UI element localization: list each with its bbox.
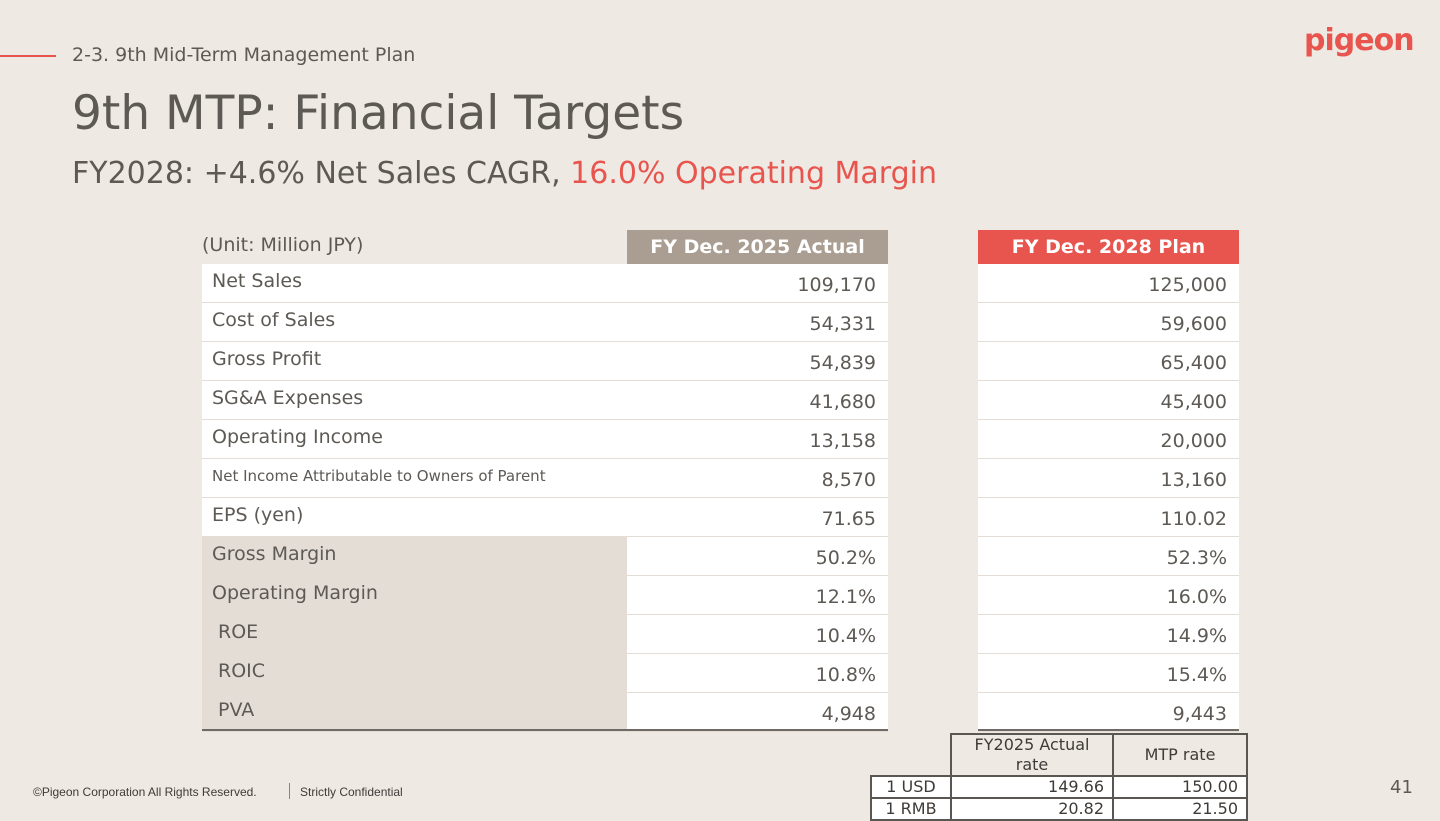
section-accent-line bbox=[0, 55, 56, 57]
row-label: Gross Profit bbox=[202, 342, 627, 381]
plan-column-header: FY Dec. 2028 Plan bbox=[978, 230, 1239, 264]
actual-cell: 4,948 bbox=[627, 693, 888, 732]
row-label: Operating Income bbox=[202, 420, 627, 459]
logo-text: pigeon bbox=[1304, 23, 1414, 58]
subtitle-accent: 16.0% Operating Margin bbox=[570, 156, 937, 191]
row-label: EPS (yen) bbox=[202, 498, 627, 537]
actual-rate: 149.66 bbox=[950, 775, 1114, 799]
row-label: Cost of Sales bbox=[202, 303, 627, 342]
plan-cell: 45,400 bbox=[978, 381, 1239, 420]
exchange-rate-row: 1 USD 149.66 150.00 bbox=[870, 775, 1248, 799]
footer-confidential: Strictly Confidential bbox=[300, 785, 403, 799]
table-bottom-rule-plan bbox=[978, 729, 1239, 731]
actual-cell: 12.1% bbox=[627, 576, 888, 615]
plan-cell: 9,443 bbox=[978, 693, 1239, 732]
row-label: Net Income Attributable to Owners of Par… bbox=[202, 459, 627, 498]
plan-cell: 16.0% bbox=[978, 576, 1239, 615]
exchange-rate-corner bbox=[871, 734, 952, 777]
actual-column-header: FY Dec. 2025 Actual bbox=[627, 230, 888, 264]
row-label: Operating Margin bbox=[202, 576, 627, 615]
actual-cell: 109,170 bbox=[627, 264, 888, 303]
plan-cell: 52.3% bbox=[978, 537, 1239, 576]
plan-cell: 65,400 bbox=[978, 342, 1239, 381]
exchange-rate-col-mtp: MTP rate bbox=[1112, 733, 1248, 777]
page-number: 41 bbox=[1390, 777, 1413, 798]
mtp-rate: 150.00 bbox=[1112, 775, 1248, 799]
actual-cell: 10.8% bbox=[627, 654, 888, 693]
exchange-rate-table: FY2025 Actual rate MTP rate 1 USD 149.66… bbox=[870, 733, 1248, 821]
pigeon-logo: pigeon bbox=[1304, 23, 1414, 58]
exchange-rate-row: 1 RMB 20.82 21.50 bbox=[870, 797, 1248, 821]
currency-label: 1 RMB bbox=[870, 797, 952, 821]
plan-cell: 59,600 bbox=[978, 303, 1239, 342]
currency-label: 1 USD bbox=[870, 775, 952, 799]
plan-cell: 110.02 bbox=[978, 498, 1239, 537]
actual-cell: 54,839 bbox=[627, 342, 888, 381]
row-label: SG&A Expenses bbox=[202, 381, 627, 420]
plan-cell: 14.9% bbox=[978, 615, 1239, 654]
actual-column: FY Dec. 2025 Actual 109,170 54,331 54,83… bbox=[627, 230, 888, 732]
row-label: ROIC bbox=[202, 654, 627, 693]
actual-cell: 13,158 bbox=[627, 420, 888, 459]
actual-cell: 41,680 bbox=[627, 381, 888, 420]
page-title: 9th MTP: Financial Targets bbox=[72, 86, 685, 141]
footer-copyright: ©Pigeon Corporation All Rights Reserved. bbox=[33, 785, 257, 799]
row-label: Gross Margin bbox=[202, 537, 627, 576]
unit-label: (Unit: Million JPY) bbox=[202, 234, 364, 256]
table-bottom-rule bbox=[202, 729, 888, 731]
mtp-rate: 21.50 bbox=[1112, 797, 1248, 821]
actual-cell: 8,570 bbox=[627, 459, 888, 498]
page-subtitle: FY2028: +4.6% Net Sales CAGR, 16.0% Oper… bbox=[72, 156, 937, 191]
plan-cell: 125,000 bbox=[978, 264, 1239, 303]
plan-cell: 20,000 bbox=[978, 420, 1239, 459]
exchange-rate-header-row: FY2025 Actual rate MTP rate bbox=[871, 733, 1248, 777]
actual-cell: 10.4% bbox=[627, 615, 888, 654]
section-label: 2-3. 9th Mid-Term Management Plan bbox=[72, 44, 416, 66]
footer-divider bbox=[289, 783, 290, 799]
actual-cell: 54,331 bbox=[627, 303, 888, 342]
row-label: Net Sales bbox=[202, 264, 627, 303]
plan-cell: 13,160 bbox=[978, 459, 1239, 498]
actual-cell: 71.65 bbox=[627, 498, 888, 537]
row-label: PVA bbox=[202, 693, 627, 732]
row-label: ROE bbox=[202, 615, 627, 654]
plan-cell: 15.4% bbox=[978, 654, 1239, 693]
exchange-rate-col-actual: FY2025 Actual rate bbox=[950, 733, 1114, 777]
plan-column: FY Dec. 2028 Plan 125,000 59,600 65,400 … bbox=[978, 230, 1239, 732]
row-labels-column: Net Sales Cost of Sales Gross Profit SG&… bbox=[202, 264, 627, 732]
actual-cell: 50.2% bbox=[627, 537, 888, 576]
actual-rate: 20.82 bbox=[950, 797, 1114, 821]
subtitle-prefix: FY2028: +4.6% Net Sales CAGR, bbox=[72, 156, 571, 191]
